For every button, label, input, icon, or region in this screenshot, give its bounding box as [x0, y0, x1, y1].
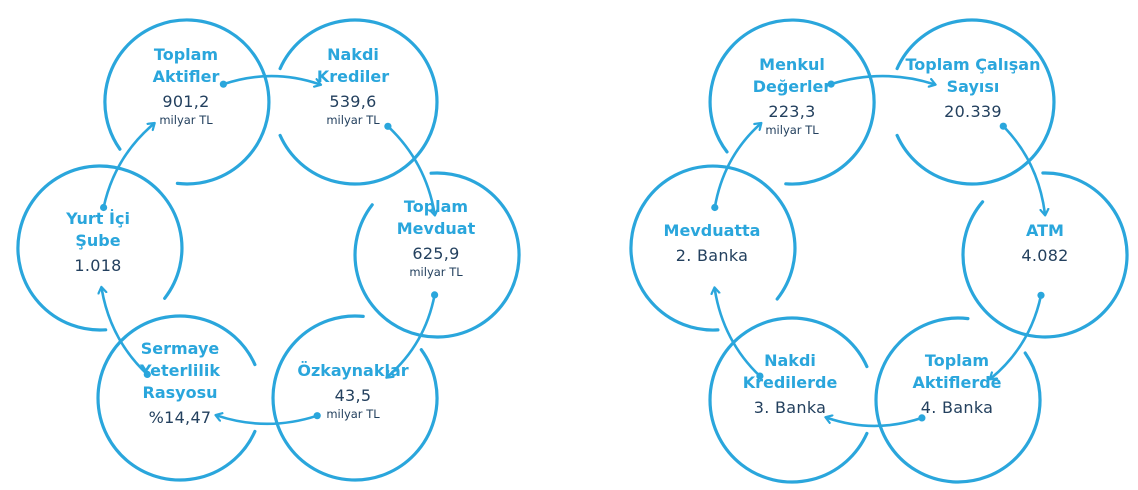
node-value: %14,47	[148, 408, 212, 427]
cycle-arrow	[715, 289, 762, 378]
node-value: 2. Banka	[675, 246, 749, 265]
cycle-ring	[103, 18, 271, 186]
node-label-line: Değerler	[752, 77, 832, 96]
arrow-start-dot	[219, 80, 227, 88]
cycle-ring	[16, 164, 184, 332]
cycle-arrow	[1002, 124, 1045, 213]
node-label-line: Toplam	[403, 197, 469, 216]
cycle-arrow	[102, 124, 154, 209]
node-label-line: Sayısı	[946, 77, 1000, 96]
cycle-ring	[278, 18, 439, 186]
node-label-line: Toplam	[153, 45, 219, 64]
node-unit: milyar TL	[326, 407, 380, 421]
node-label-line: Nakdi	[764, 351, 816, 370]
node-value: 43,5	[334, 386, 372, 405]
cycle-ring	[629, 164, 797, 332]
node-value: 901,2	[162, 92, 210, 111]
node-unit: milyar TL	[326, 113, 380, 127]
cycle-ring	[708, 18, 876, 186]
cycle-arrow	[829, 74, 934, 84]
node-label-line: Mevduatta	[663, 221, 761, 240]
cycle-ring	[96, 314, 257, 482]
node-label-line: Aktifler	[152, 67, 220, 86]
cycle-arrow	[102, 289, 149, 376]
arrow-start-dot	[143, 370, 151, 378]
node-label-line: Toplam	[924, 351, 990, 370]
arrow-start-dot	[918, 414, 926, 422]
node-menkul-degerler: Menkul Değerler 223,3 milyar TL	[717, 54, 867, 137]
cycle-arrow	[386, 125, 435, 213]
cycle-arrow	[222, 74, 319, 84]
node-label-line: ATM	[1026, 221, 1064, 240]
cycle-arrow	[217, 416, 319, 426]
node-value: 20.339	[944, 102, 1002, 121]
arrow-start-dot	[999, 122, 1007, 130]
cycle-arrow	[827, 418, 924, 428]
node-label-line: Sermaye	[140, 339, 220, 358]
node-value: 3. Banka	[753, 398, 827, 417]
cycle-ring	[353, 171, 521, 339]
cycle-ring	[961, 171, 1129, 339]
node-value: 539,6	[329, 92, 377, 111]
node-toplam-aktiflerde: Toplam Aktiflerde 4. Banka	[882, 350, 1032, 419]
node-unit: milyar TL	[159, 113, 213, 127]
arrow-start-dot	[431, 291, 439, 299]
cycle-ring	[271, 314, 439, 482]
node-label-line: Rasyosu	[142, 383, 218, 402]
arrow-start-dot	[827, 80, 835, 88]
node-atm: ATM 4.082	[970, 220, 1120, 267]
node-ozkaynaklar: Özkaynaklar 43,5 milyar TL	[278, 360, 428, 421]
node-label-line: Şube	[75, 231, 121, 250]
node-label-line: Yeterlilik	[140, 361, 220, 380]
cycle-arrow	[991, 294, 1043, 378]
node-label-line: Mevduat	[396, 219, 476, 238]
node-unit: milyar TL	[765, 123, 819, 137]
right-cycle-rings	[629, 18, 1129, 484]
node-toplam-mevduat: Toplam Mevduat 625,9 milyar TL	[361, 196, 511, 279]
node-label-line: Krediler	[316, 67, 390, 86]
node-label-line: Nakdi	[327, 45, 379, 64]
arrow-start-dot	[313, 412, 321, 420]
arrow-start-dot	[756, 372, 764, 380]
node-yurt-ici-sube: Yurt İçi Şube 1.018	[23, 208, 173, 277]
node-mevduatta: Mevduatta 2. Banka	[637, 220, 787, 267]
node-nakdi-kredilerde: Nakdi Kredilerde 3. Banka	[715, 350, 865, 419]
cycle-ring	[708, 316, 869, 484]
arrow-start-dot	[1037, 291, 1045, 299]
cycle-arrow	[388, 293, 436, 377]
node-sermaye-yeterlilik-rasyosu: Sermaye Yeterlilik Rasyosu %14,47	[105, 338, 255, 429]
node-label-line: Kredilerde	[742, 373, 838, 392]
node-unit: milyar TL	[409, 265, 463, 279]
node-value: 4.082	[1021, 246, 1069, 265]
cycle-ring	[874, 316, 1042, 484]
cycle-arrow	[713, 124, 760, 209]
left-cycle-rings	[16, 18, 521, 482]
node-nakdi-krediler: Nakdi Krediler 539,6 milyar TL	[278, 44, 428, 127]
node-label-line: Özkaynaklar	[297, 361, 409, 380]
node-label-line: Yurt İçi	[66, 209, 130, 228]
node-value: 1.018	[74, 256, 122, 275]
node-label-line: Menkul	[759, 55, 825, 74]
node-label-line: Toplam Çalışan	[905, 55, 1041, 74]
node-label-line: Aktiflerde	[912, 373, 1002, 392]
node-toplam-calisan-sayisi: Toplam Çalışan Sayısı 20.339	[893, 54, 1053, 123]
node-value: 223,3	[768, 102, 816, 121]
node-value: 4. Banka	[920, 398, 994, 417]
cycle-ring	[895, 18, 1056, 186]
node-value: 625,9	[412, 244, 460, 263]
arrow-start-dot	[711, 203, 719, 212]
arrow-start-dot	[384, 122, 392, 130]
arrow-start-dot	[100, 203, 108, 212]
node-toplam-aktifler: Toplam Aktifler 901,2 milyar TL	[111, 44, 261, 127]
